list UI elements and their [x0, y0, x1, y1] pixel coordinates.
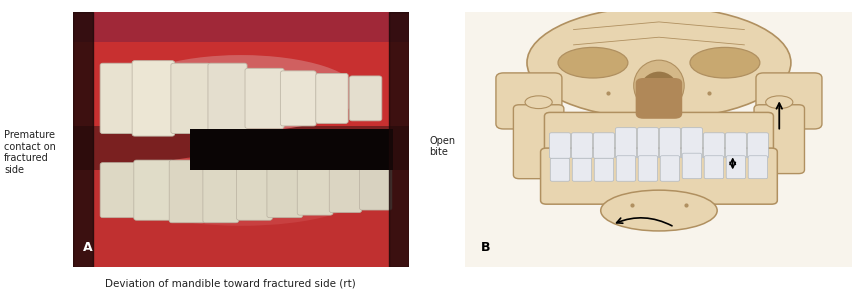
- FancyBboxPatch shape: [615, 156, 635, 181]
- Bar: [190, 129, 392, 170]
- FancyBboxPatch shape: [296, 163, 332, 215]
- FancyBboxPatch shape: [203, 163, 239, 223]
- Bar: [72, 12, 409, 42]
- Ellipse shape: [123, 55, 359, 132]
- Ellipse shape: [639, 71, 677, 110]
- FancyBboxPatch shape: [495, 73, 561, 129]
- FancyBboxPatch shape: [682, 153, 701, 179]
- FancyBboxPatch shape: [169, 160, 204, 223]
- FancyBboxPatch shape: [208, 63, 247, 131]
- FancyBboxPatch shape: [681, 128, 701, 158]
- FancyBboxPatch shape: [724, 133, 746, 158]
- Ellipse shape: [765, 96, 792, 109]
- FancyBboxPatch shape: [100, 163, 139, 218]
- FancyBboxPatch shape: [637, 156, 657, 181]
- FancyBboxPatch shape: [280, 71, 316, 126]
- Bar: [72, 170, 409, 267]
- FancyBboxPatch shape: [572, 158, 591, 181]
- Text: B: B: [480, 241, 489, 254]
- Ellipse shape: [114, 154, 367, 226]
- FancyBboxPatch shape: [659, 128, 680, 158]
- Ellipse shape: [600, 190, 717, 231]
- Ellipse shape: [557, 47, 627, 78]
- Bar: [389, 12, 409, 267]
- FancyBboxPatch shape: [704, 156, 722, 179]
- Ellipse shape: [525, 96, 551, 109]
- FancyBboxPatch shape: [132, 61, 175, 136]
- FancyBboxPatch shape: [746, 133, 768, 158]
- FancyBboxPatch shape: [540, 148, 776, 204]
- FancyBboxPatch shape: [236, 163, 272, 220]
- FancyBboxPatch shape: [659, 156, 679, 181]
- Ellipse shape: [527, 7, 790, 119]
- FancyBboxPatch shape: [725, 156, 745, 179]
- FancyBboxPatch shape: [544, 113, 773, 161]
- Text: Open
bite: Open bite: [429, 136, 455, 157]
- Text: Premature
contact on
fractured
side: Premature contact on fractured side: [4, 130, 56, 175]
- FancyBboxPatch shape: [747, 156, 767, 179]
- FancyBboxPatch shape: [329, 163, 361, 213]
- FancyBboxPatch shape: [513, 105, 563, 179]
- FancyBboxPatch shape: [267, 163, 302, 218]
- FancyBboxPatch shape: [635, 78, 682, 119]
- FancyBboxPatch shape: [753, 105, 803, 173]
- FancyBboxPatch shape: [593, 133, 613, 158]
- Text: A: A: [83, 241, 92, 254]
- FancyBboxPatch shape: [636, 128, 658, 158]
- FancyBboxPatch shape: [755, 73, 821, 129]
- FancyBboxPatch shape: [170, 63, 210, 134]
- FancyBboxPatch shape: [594, 158, 613, 181]
- FancyBboxPatch shape: [571, 133, 592, 158]
- FancyBboxPatch shape: [360, 165, 391, 210]
- Text: Deviation of mandible toward fractured side (rt): Deviation of mandible toward fractured s…: [105, 279, 355, 289]
- FancyBboxPatch shape: [245, 68, 284, 128]
- FancyBboxPatch shape: [72, 12, 409, 127]
- Bar: [72, 12, 93, 267]
- FancyBboxPatch shape: [550, 158, 569, 181]
- FancyBboxPatch shape: [703, 133, 723, 158]
- FancyBboxPatch shape: [549, 133, 570, 158]
- FancyBboxPatch shape: [134, 160, 173, 220]
- Ellipse shape: [689, 47, 759, 78]
- Ellipse shape: [633, 60, 683, 111]
- FancyBboxPatch shape: [315, 74, 348, 123]
- FancyBboxPatch shape: [615, 128, 636, 158]
- FancyBboxPatch shape: [349, 76, 382, 121]
- FancyBboxPatch shape: [100, 63, 139, 134]
